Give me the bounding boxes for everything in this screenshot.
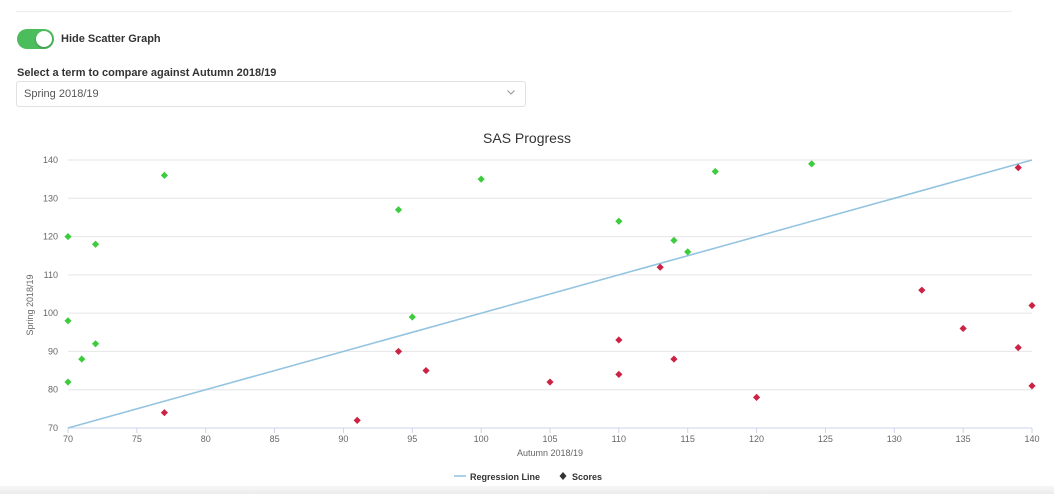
y-tick-label: 100 [43, 308, 58, 318]
scatter-point[interactable] [546, 378, 554, 386]
sas-progress-chart: SAS Progress 70 80 90 100 110 120 130 140 70 75 8… [25, 130, 1040, 482]
y-tick-label: 120 [43, 232, 58, 242]
scatter-point[interactable] [160, 171, 168, 179]
bottom-edge [0, 486, 1054, 494]
legend-scores-label: Scores [572, 472, 602, 482]
scatter-point[interactable] [656, 263, 664, 271]
regression-line [67, 159, 1033, 429]
scatter-point[interactable] [394, 347, 403, 356]
scatter-point[interactable] [615, 217, 623, 225]
y-tick-label: 90 [48, 346, 58, 356]
x-tick-label: 110 [612, 434, 626, 444]
x-tick-label: 95 [407, 434, 417, 444]
toggle-label: Hide Scatter Graph [61, 33, 161, 45]
scatter-point[interactable] [1028, 382, 1036, 390]
x-tick-label: 105 [542, 434, 557, 444]
y-tick-label: 110 [44, 270, 58, 280]
x-tick-label: 125 [818, 434, 833, 444]
scatter-point[interactable] [918, 286, 926, 294]
x-tick-label: 130 [887, 434, 902, 444]
x-tick-label: 140 [1024, 434, 1039, 444]
toggle-knob [36, 31, 52, 47]
y-tick-label: 80 [48, 385, 58, 395]
scatter-point[interactable] [64, 232, 72, 241]
scatter-point[interactable] [64, 378, 72, 386]
x-tick-label: 75 [132, 434, 142, 444]
x-tick-label: 70 [63, 434, 73, 444]
scatter-point[interactable] [711, 167, 719, 176]
term-select-label: Select a term to compare against Autumn … [17, 67, 277, 79]
scatter-point[interactable] [91, 340, 100, 348]
scatter-point[interactable] [684, 248, 692, 256]
scatter-point[interactable] [1014, 344, 1022, 352]
legend-item-scores[interactable]: Scores [559, 472, 603, 482]
scatter-point[interactable] [1014, 164, 1022, 172]
y-tick-label: 130 [43, 193, 58, 203]
chart-title: SAS Progress [483, 130, 571, 146]
scatter-point[interactable] [160, 409, 168, 417]
scatter-point[interactable] [91, 240, 100, 248]
legend-regression-label: Regression Line [470, 472, 540, 482]
scatter-point[interactable] [408, 313, 416, 321]
chevron-down-icon [507, 90, 515, 95]
legend-scores-swatch [559, 472, 567, 480]
scatter-point[interactable] [615, 370, 623, 378]
scatter-point[interactable] [959, 324, 967, 333]
term-select-value: Spring 2018/19 [24, 88, 99, 100]
x-tick-label: 100 [474, 434, 489, 444]
x-tick-label: 115 [681, 434, 695, 444]
x-tick-label: 85 [270, 434, 280, 444]
scatter-point[interactable] [477, 175, 485, 183]
x-tick-label: 80 [201, 434, 211, 444]
y-axis-ticks: 70 80 90 100 110 120 130 140 [43, 155, 58, 433]
chart-grid [68, 159, 1032, 391]
scatter-point[interactable] [752, 393, 761, 401]
scatter-point[interactable] [808, 160, 816, 168]
scatter-point[interactable] [670, 355, 678, 363]
y-axis-label: Spring 2018/19 [25, 274, 35, 335]
y-tick-label: 140 [43, 155, 58, 165]
x-tick-label: 120 [749, 434, 764, 444]
scatter-point[interactable] [64, 317, 72, 325]
top-divider [16, 11, 1012, 12]
term-select[interactable]: Spring 2018/19 [16, 81, 526, 107]
x-axis-ticks: 70 75 80 85 90 95 100 105 110 115 120 125 130 135 140 [63, 428, 1040, 444]
x-tick-label: 135 [956, 434, 971, 444]
hide-scatter-toggle[interactable] [17, 29, 54, 49]
legend-item-regression[interactable]: Regression Line [454, 472, 540, 482]
scatter-point[interactable] [353, 416, 361, 424]
x-axis-label: Autumn 2018/19 [517, 448, 583, 458]
scatter-point[interactable] [1028, 301, 1036, 310]
scatter-toggle-row: Hide Scatter Graph [17, 29, 161, 49]
scatter-point[interactable] [78, 355, 86, 363]
scatter-point[interactable] [670, 236, 678, 244]
chart-legend: Regression Line Scores [454, 472, 602, 482]
scatter-point[interactable] [615, 336, 623, 344]
scatter-point[interactable] [394, 206, 403, 214]
scatter-point[interactable] [422, 366, 430, 375]
y-tick-label: 70 [48, 423, 58, 433]
x-tick-label: 90 [338, 434, 348, 444]
